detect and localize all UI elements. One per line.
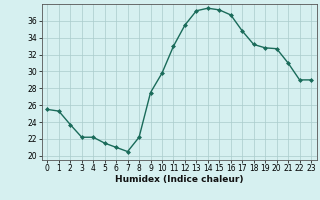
X-axis label: Humidex (Indice chaleur): Humidex (Indice chaleur) [115, 175, 244, 184]
